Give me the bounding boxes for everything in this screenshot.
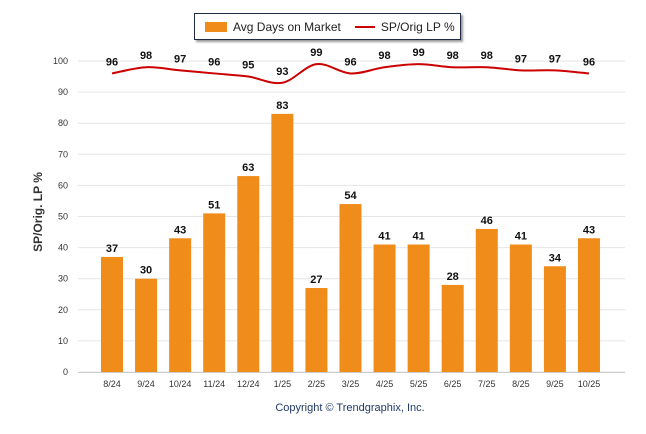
x-tick-label: 7/25 — [478, 379, 496, 389]
line-value-label: 98 — [140, 50, 152, 62]
x-tick-label: 11/24 — [203, 379, 225, 389]
bar-value-label: 28 — [447, 271, 459, 283]
y-tick-label: 70 — [58, 149, 68, 159]
bar-value-label: 54 — [344, 190, 357, 202]
line-value-label: 96 — [208, 56, 220, 68]
x-tick-label: 9/24 — [137, 379, 155, 389]
bar — [543, 266, 566, 372]
bar — [101, 256, 123, 372]
x-tick-label: 1/25 — [274, 379, 292, 389]
x-tick-label: 5/25 — [410, 379, 428, 389]
y-tick-label: 50 — [58, 212, 68, 222]
bar — [271, 113, 294, 373]
y-tick-label: 100 — [53, 56, 68, 66]
y-tick-label: 40 — [58, 243, 68, 253]
bar — [305, 288, 328, 372]
legend-line-label: SP/Orig LP % — [380, 19, 455, 34]
line-value-label: 98 — [378, 50, 390, 62]
bar-value-label: 51 — [208, 199, 220, 211]
y-tick-label: 60 — [58, 180, 68, 190]
bar — [169, 238, 192, 372]
bar — [339, 204, 362, 372]
line-value-label: 97 — [174, 53, 186, 65]
bar-value-label: 41 — [378, 230, 390, 242]
y-tick-label: 20 — [58, 305, 68, 315]
bar-value-label: 43 — [583, 224, 595, 236]
line-value-label: 98 — [481, 50, 493, 62]
bar-value-label: 41 — [515, 230, 527, 242]
bar — [441, 284, 464, 372]
bar — [475, 228, 498, 372]
x-tick-label: 3/25 — [342, 379, 360, 389]
y-tick-label: 30 — [58, 274, 68, 284]
x-tick-label: 8/25 — [512, 379, 530, 389]
bar — [203, 213, 226, 372]
legend: Avg Days on Market SP/Orig LP % — [194, 13, 461, 40]
line-value-label: 98 — [447, 50, 459, 62]
y-tick-label: 10 — [58, 336, 68, 346]
bar — [373, 244, 396, 372]
x-tick-label: 6/25 — [444, 379, 462, 389]
x-tick-label: 10/24 — [169, 379, 192, 389]
y-tick-label: 80 — [58, 118, 68, 128]
y-tick-label: 0 — [63, 367, 68, 377]
bar-value-label: 34 — [549, 252, 562, 264]
bar-value-label: 63 — [242, 162, 254, 174]
bar — [237, 176, 260, 372]
bar-value-label: 27 — [310, 274, 322, 286]
y-tick-label: 90 — [58, 87, 68, 97]
bar — [135, 278, 158, 372]
copyright: Copyright © Trendgraphix, Inc. — [275, 402, 425, 414]
bar — [407, 244, 430, 372]
x-tick-label: 12/24 — [237, 379, 260, 389]
legend-bar-swatch — [205, 21, 227, 32]
line-value-label: 99 — [310, 47, 322, 59]
line-value-label: 93 — [276, 66, 288, 78]
legend-bar-label: Avg Days on Market — [233, 19, 341, 34]
bar — [577, 238, 600, 372]
line-value-label: 96 — [344, 56, 356, 68]
x-tick-label: 10/25 — [578, 379, 601, 389]
bar — [509, 244, 532, 372]
x-tick-label: 9/25 — [546, 379, 564, 389]
line-value-label: 99 — [413, 47, 425, 59]
line-value-label: 96 — [583, 56, 595, 68]
line-value-label: 97 — [515, 53, 527, 65]
line-value-label: 95 — [242, 60, 254, 72]
bar-value-label: 83 — [276, 100, 288, 112]
line-value-label: 97 — [549, 53, 561, 65]
bar-value-label: 41 — [413, 230, 425, 242]
line-value-label: 96 — [106, 56, 118, 68]
bar-value-label: 46 — [481, 215, 493, 227]
x-tick-label: 8/24 — [103, 379, 121, 389]
bar-value-label: 30 — [140, 265, 152, 277]
bar-value-label: 37 — [106, 243, 118, 255]
x-tick-label: 2/25 — [308, 379, 326, 389]
line-series — [111, 63, 590, 85]
x-tick-label: 4/25 — [376, 379, 394, 389]
bar-value-label: 43 — [174, 224, 186, 236]
legend-line-swatch — [354, 25, 375, 28]
